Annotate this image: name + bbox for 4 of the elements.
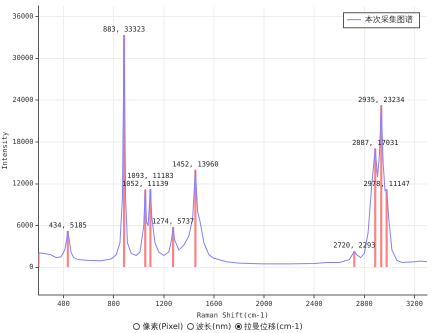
legend-label: 本次采集图谱 bbox=[365, 14, 413, 24]
text: 波长(nm) bbox=[196, 321, 232, 332]
text: 拉曼位移(cm-1) bbox=[244, 321, 303, 332]
text: 像素(Pixel) bbox=[142, 321, 184, 332]
